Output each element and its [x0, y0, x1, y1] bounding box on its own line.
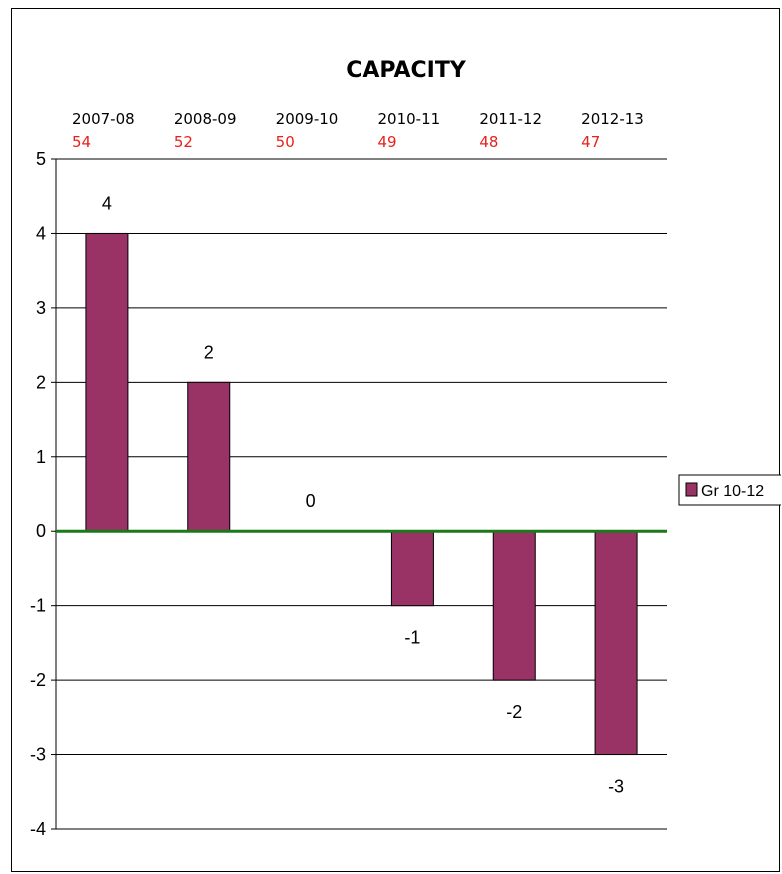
category-labels: 2007-08 54 2008-09 52 2009-10 50 2010-11 49 2011… — [72, 110, 644, 151]
category-label: 2011-12 — [479, 110, 542, 128]
chart-frame: CAPACITY 4 2 0 -1 -2 -3 5 4 3 2 1 0 -1 -2 -3 -4 2007-0… — [11, 8, 781, 872]
y-tick-label: 3 — [36, 298, 46, 318]
category-label: 2008-09 — [174, 110, 237, 128]
data-label: -3 — [608, 777, 624, 797]
data-label: 0 — [306, 491, 316, 511]
y-tick-label: -1 — [30, 596, 46, 616]
legend-swatch — [685, 482, 698, 497]
y-tick-label: 4 — [36, 223, 46, 243]
y-tick-label: 5 — [36, 149, 46, 169]
gridlines — [56, 158, 667, 830]
y-tick-label: 2 — [36, 372, 46, 392]
data-label: 2 — [204, 342, 214, 362]
bar-2012-13 — [594, 530, 638, 756]
category-label: 2012-13 — [581, 110, 644, 128]
y-tick-label: 0 — [36, 521, 46, 541]
bars — [85, 232, 638, 756]
y-tick-label: -2 — [30, 670, 46, 690]
y-tick-label: -3 — [30, 745, 46, 765]
y-tick-label: -4 — [30, 819, 46, 839]
chart-title: CAPACITY — [346, 58, 467, 83]
category-sublabel: 49 — [378, 133, 397, 151]
category-sublabel: 54 — [72, 133, 91, 151]
data-label: 4 — [102, 193, 112, 213]
bar-2008-09 — [187, 381, 231, 532]
legend: Gr 10-12 — [678, 474, 781, 506]
legend-label: Gr 10-12 — [701, 483, 764, 500]
category-label: 2010-11 — [378, 110, 441, 128]
bar-2010-11 — [390, 530, 434, 607]
y-tick-label: 1 — [36, 447, 46, 467]
category-sublabel: 50 — [276, 133, 295, 151]
category-sublabel: 52 — [174, 133, 193, 151]
category-sublabel: 47 — [581, 133, 600, 151]
y-axis: 5 4 3 2 1 0 -1 -2 -3 -4 — [30, 149, 667, 839]
data-label: -2 — [506, 702, 522, 722]
bar-2007-08 — [85, 232, 129, 532]
category-sublabel: 48 — [479, 133, 498, 151]
bar-2011-12 — [492, 530, 536, 681]
data-label: -1 — [404, 628, 420, 648]
data-labels: 4 2 0 -1 -2 -3 — [102, 193, 624, 796]
category-label: 2007-08 — [72, 110, 135, 128]
category-label: 2009-10 — [276, 110, 339, 128]
